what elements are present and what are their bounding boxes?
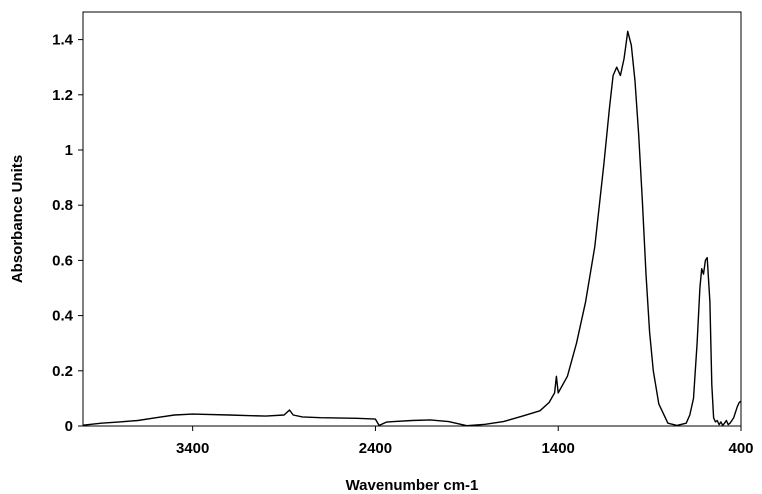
y-axis-ticks: 0 0.2 0.4 0.6 0.8 1 1.2 1.4 bbox=[52, 32, 83, 435]
x-tick-label: 2400 bbox=[359, 440, 392, 457]
y-tick-label: 0.4 bbox=[52, 308, 74, 325]
x-axis-ticks: 3400 2400 1400 400 bbox=[176, 426, 754, 457]
y-tick-label: 0.6 bbox=[52, 252, 73, 269]
y-tick-label: 1.4 bbox=[52, 32, 74, 49]
y-tick-label: 0.8 bbox=[52, 197, 73, 214]
x-tick-label: 3400 bbox=[176, 440, 209, 457]
series-layer bbox=[82, 30, 742, 427]
absorbance-series-line bbox=[82, 30, 742, 427]
x-axis-title: Wavenumber cm-1 bbox=[346, 477, 479, 494]
x-tick-label: 1400 bbox=[542, 440, 575, 457]
y-tick-label: 1.2 bbox=[52, 87, 73, 104]
y-tick-label: 1 bbox=[65, 142, 73, 159]
y-tick-label: 0 bbox=[65, 418, 73, 435]
x-tick-label: 400 bbox=[728, 440, 753, 457]
y-axis-title: Absorbance Units bbox=[9, 155, 26, 283]
plot-frame bbox=[82, 11, 742, 427]
plot-area-border bbox=[82, 11, 742, 427]
y-tick-label: 0.2 bbox=[52, 363, 73, 380]
